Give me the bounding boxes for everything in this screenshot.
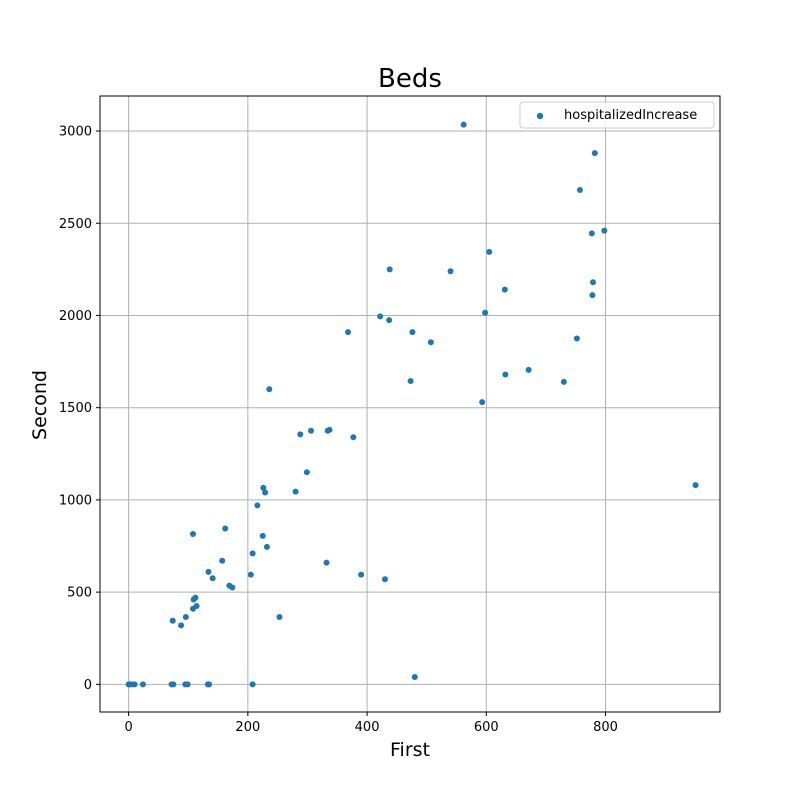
data-point bbox=[169, 617, 176, 624]
data-point bbox=[131, 681, 138, 688]
data-point bbox=[560, 378, 567, 385]
data-point bbox=[502, 371, 509, 378]
data-point bbox=[247, 571, 254, 578]
data-point bbox=[409, 329, 416, 336]
x-tick-label: 0 bbox=[124, 720, 132, 735]
data-point bbox=[222, 525, 229, 532]
data-point bbox=[427, 339, 434, 346]
data-point bbox=[206, 681, 213, 688]
y-tick-label: 3000 bbox=[59, 125, 92, 140]
data-point bbox=[588, 230, 595, 237]
data-point bbox=[276, 614, 283, 621]
y-tick-label: 1500 bbox=[59, 401, 92, 416]
legend-marker bbox=[536, 112, 544, 120]
data-points bbox=[125, 121, 699, 688]
data-point bbox=[259, 532, 266, 539]
data-point bbox=[386, 266, 393, 273]
data-point bbox=[590, 279, 597, 286]
data-point bbox=[182, 614, 189, 621]
data-point bbox=[447, 268, 454, 275]
data-point bbox=[345, 329, 351, 336]
plot-area-frame bbox=[99, 95, 721, 713]
data-point bbox=[576, 187, 583, 194]
data-point bbox=[358, 571, 365, 578]
data-point bbox=[192, 594, 199, 601]
data-point bbox=[386, 317, 393, 324]
data-point bbox=[323, 559, 330, 566]
x-tick-label: 800 bbox=[593, 720, 618, 735]
x-tick-label: 400 bbox=[355, 720, 380, 735]
data-point bbox=[479, 399, 486, 406]
data-point bbox=[407, 377, 414, 384]
x-tick-label: 600 bbox=[474, 720, 499, 735]
x-axis-label: First bbox=[390, 739, 430, 761]
data-point bbox=[501, 286, 508, 293]
data-point bbox=[205, 568, 212, 575]
y-tick-label: 0 bbox=[84, 678, 92, 693]
data-point bbox=[601, 227, 608, 234]
data-point bbox=[350, 434, 357, 441]
grid bbox=[100, 96, 720, 712]
data-point bbox=[260, 484, 267, 491]
data-point bbox=[184, 681, 191, 688]
data-point bbox=[297, 431, 304, 438]
data-point bbox=[209, 575, 216, 582]
data-point bbox=[460, 121, 467, 128]
y-tick-label: 2000 bbox=[59, 309, 92, 324]
data-point bbox=[692, 482, 699, 489]
y-axis-ticks: 0 500 1000 1500 2000 2500 3000 bbox=[59, 125, 100, 693]
data-point bbox=[219, 557, 226, 564]
data-point bbox=[262, 489, 269, 496]
chart-title: Beds bbox=[378, 64, 442, 94]
legend-box bbox=[519, 101, 715, 129]
data-point bbox=[266, 386, 273, 393]
data-point bbox=[377, 313, 384, 320]
y-tick-label: 2500 bbox=[59, 217, 92, 232]
x-axis-ticks: 0 200 400 600 800 bbox=[124, 712, 618, 735]
data-point bbox=[193, 602, 200, 609]
data-point bbox=[249, 550, 256, 557]
y-tick-label: 1000 bbox=[59, 493, 92, 508]
data-point bbox=[525, 366, 532, 373]
data-point bbox=[229, 584, 236, 591]
y-axis-label: Second bbox=[29, 370, 51, 440]
data-point bbox=[170, 681, 177, 688]
data-point bbox=[249, 681, 256, 688]
x-tick-label: 200 bbox=[235, 720, 260, 735]
legend: hospitalizedIncrease bbox=[519, 101, 715, 129]
legend-label: hospitalizedIncrease bbox=[564, 108, 697, 123]
data-point bbox=[303, 469, 310, 476]
data-point bbox=[139, 681, 146, 688]
data-point bbox=[308, 427, 315, 434]
data-point bbox=[486, 248, 493, 255]
data-point bbox=[381, 576, 388, 583]
data-point bbox=[591, 150, 598, 157]
data-point bbox=[573, 335, 580, 342]
data-point bbox=[178, 622, 185, 629]
data-point bbox=[411, 673, 418, 680]
y-tick-label: 500 bbox=[67, 586, 92, 601]
data-point bbox=[263, 543, 270, 550]
data-point bbox=[326, 426, 333, 433]
data-point bbox=[482, 309, 489, 316]
data-point bbox=[254, 502, 261, 509]
data-point bbox=[589, 292, 596, 299]
data-point bbox=[190, 531, 196, 538]
data-point bbox=[292, 488, 299, 495]
